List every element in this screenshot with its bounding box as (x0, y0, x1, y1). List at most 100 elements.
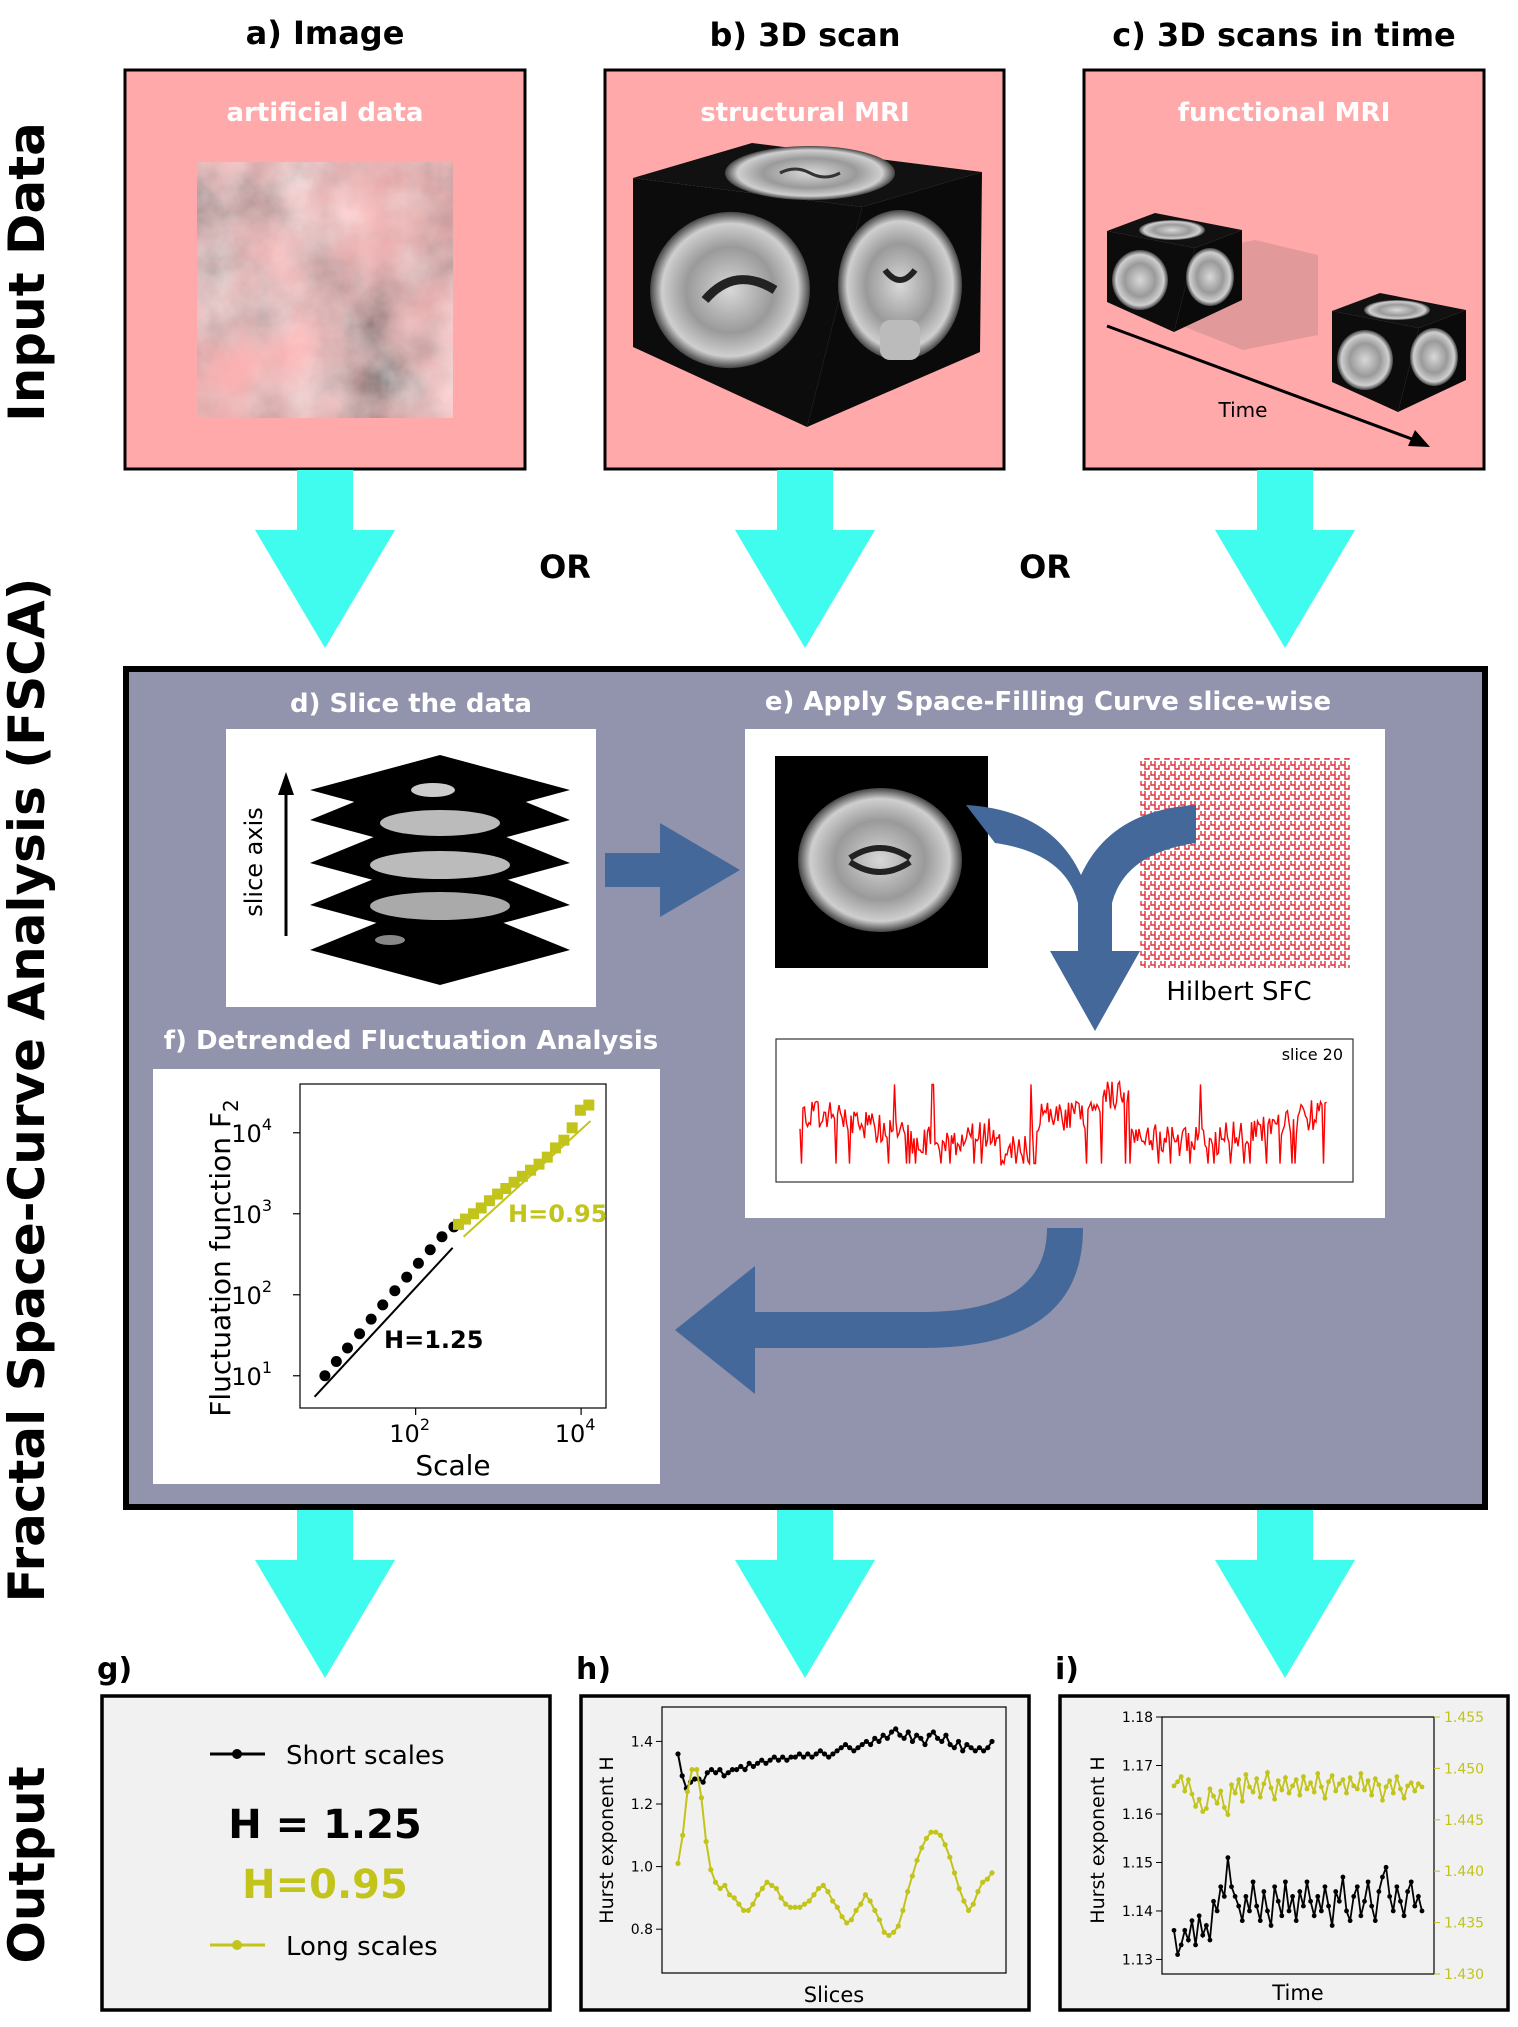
h-point-long (848, 1917, 855, 1923)
i-point-short (1405, 1889, 1411, 1894)
hurst-time-chart: 1.13 1.14 1.15 1.16 1.17 1.18 1.430 1.435 1.440 1… (1122, 1710, 1484, 1983)
h-point-short (955, 1738, 962, 1745)
i-point-long (1380, 1797, 1385, 1803)
h-point-short (976, 1745, 983, 1751)
h-point-short (926, 1732, 932, 1738)
h-point-long (792, 1904, 798, 1910)
h-point-long (853, 1907, 859, 1914)
flow-arrows-bottom (255, 1510, 1355, 1678)
dfa-point-short (365, 1313, 377, 1325)
h-point-short (817, 1748, 823, 1754)
h-point-short (855, 1745, 861, 1751)
i-point-long (1390, 1790, 1396, 1796)
dfa-h-long: H=0.95 (508, 1200, 607, 1228)
h-point-long (764, 1879, 770, 1885)
h-point-long (684, 1788, 690, 1795)
h-ytick-label: 1.4 (631, 1734, 653, 1750)
coronal-brain (838, 210, 962, 360)
legend-long-scales: Long scales (286, 1932, 438, 1962)
i-point-short (1401, 1913, 1407, 1919)
i-point-short (1297, 1889, 1303, 1894)
panel-c-title: c) 3D scans in time (1112, 16, 1455, 54)
i-point-short (1189, 1918, 1195, 1924)
fmri-cube-1 (1107, 213, 1242, 332)
i-point-long (1200, 1809, 1206, 1814)
i-point-long (1283, 1775, 1288, 1781)
dfa-point-long (566, 1122, 578, 1134)
dfa-point-long (475, 1202, 487, 1214)
i-point-long (1318, 1784, 1324, 1790)
h-point-long (745, 1907, 751, 1914)
i-point-long (1333, 1788, 1339, 1794)
h-point-short (775, 1757, 782, 1763)
h-point-long (675, 1860, 681, 1867)
h-point-long (928, 1829, 934, 1835)
section-label-fsca: Fractal Space-Curve Analysis (FSCA) (0, 578, 56, 1603)
i-point-short (1243, 1894, 1249, 1899)
i-xlabel: Time (1271, 1981, 1323, 2005)
dfa-point-short (377, 1299, 389, 1311)
h-point-short (838, 1745, 844, 1751)
dfa-point-long (574, 1104, 586, 1116)
h-point-short (901, 1735, 907, 1741)
i-point-short (1308, 1898, 1313, 1904)
i-line-long (1173, 1769, 1423, 1818)
i-ytick-right-label: 1.440 (1444, 1864, 1484, 1880)
h-point-long (900, 1907, 906, 1914)
dfa-fit-short (313, 1247, 454, 1398)
h-ytick-label: 1.2 (631, 1797, 653, 1813)
i-line-short (1173, 1857, 1423, 1955)
i-point-long (1412, 1788, 1418, 1794)
h-point-short (792, 1754, 798, 1760)
i-point-short (1336, 1898, 1342, 1904)
i-ylabel: Hurst exponent H (1087, 1756, 1109, 1923)
i-point-long (1398, 1786, 1403, 1792)
h-ytick-label: 0.8 (631, 1922, 653, 1938)
i-point-short (1247, 1908, 1252, 1914)
h-point-long (956, 1885, 962, 1892)
h-point-short (788, 1754, 794, 1760)
h-point-long (726, 1892, 733, 1898)
i-point-long (1300, 1774, 1306, 1780)
dfa-point-short (412, 1257, 424, 1269)
h-point-short (725, 1770, 731, 1776)
i-point-short (1387, 1894, 1393, 1899)
i-point-short (1300, 1903, 1306, 1909)
i-point-short (1365, 1879, 1371, 1885)
i-point-short (1412, 1903, 1418, 1909)
i-point-long (1193, 1804, 1198, 1809)
h-point-short (763, 1760, 769, 1766)
h-point-long (759, 1885, 765, 1892)
h-point-long (820, 1882, 826, 1888)
hurst-slices-chart: 0.8 1.0 1.2 1.4 (631, 1726, 995, 1938)
i-point-long (1293, 1777, 1299, 1783)
dfa-point-short (319, 1370, 331, 1382)
i-point-long (1185, 1777, 1191, 1783)
i-point-short (1175, 1952, 1180, 1958)
i-point-long (1286, 1790, 1292, 1796)
dfa-point-long (525, 1164, 537, 1176)
i-point-long (1405, 1783, 1411, 1789)
i-point-long (1236, 1777, 1242, 1783)
h-point-short (842, 1741, 849, 1748)
h-point-short (947, 1741, 953, 1748)
sagittal-brain (650, 211, 810, 369)
h-point-long (689, 1766, 695, 1773)
h-point-long (731, 1895, 737, 1901)
h-point-short (968, 1745, 974, 1751)
panel-b-title: b) 3D scan (709, 16, 900, 54)
i-point-short (1408, 1879, 1414, 1885)
i-point-long (1362, 1787, 1367, 1793)
i-point-short (1200, 1932, 1206, 1938)
h-point-long (961, 1898, 967, 1904)
h-point-long (773, 1885, 780, 1892)
i-point-short (1268, 1923, 1274, 1928)
dfa-point-long (541, 1151, 553, 1163)
i-point-long (1182, 1788, 1188, 1794)
i-point-long (1401, 1795, 1407, 1801)
output-i-title: i) (1055, 1652, 1079, 1687)
dfa-point-long (492, 1188, 504, 1200)
i-ytick-right-label: 1.430 (1444, 1967, 1484, 1983)
h-ytick-label: 1.0 (631, 1860, 653, 1876)
i-point-long (1250, 1789, 1256, 1795)
